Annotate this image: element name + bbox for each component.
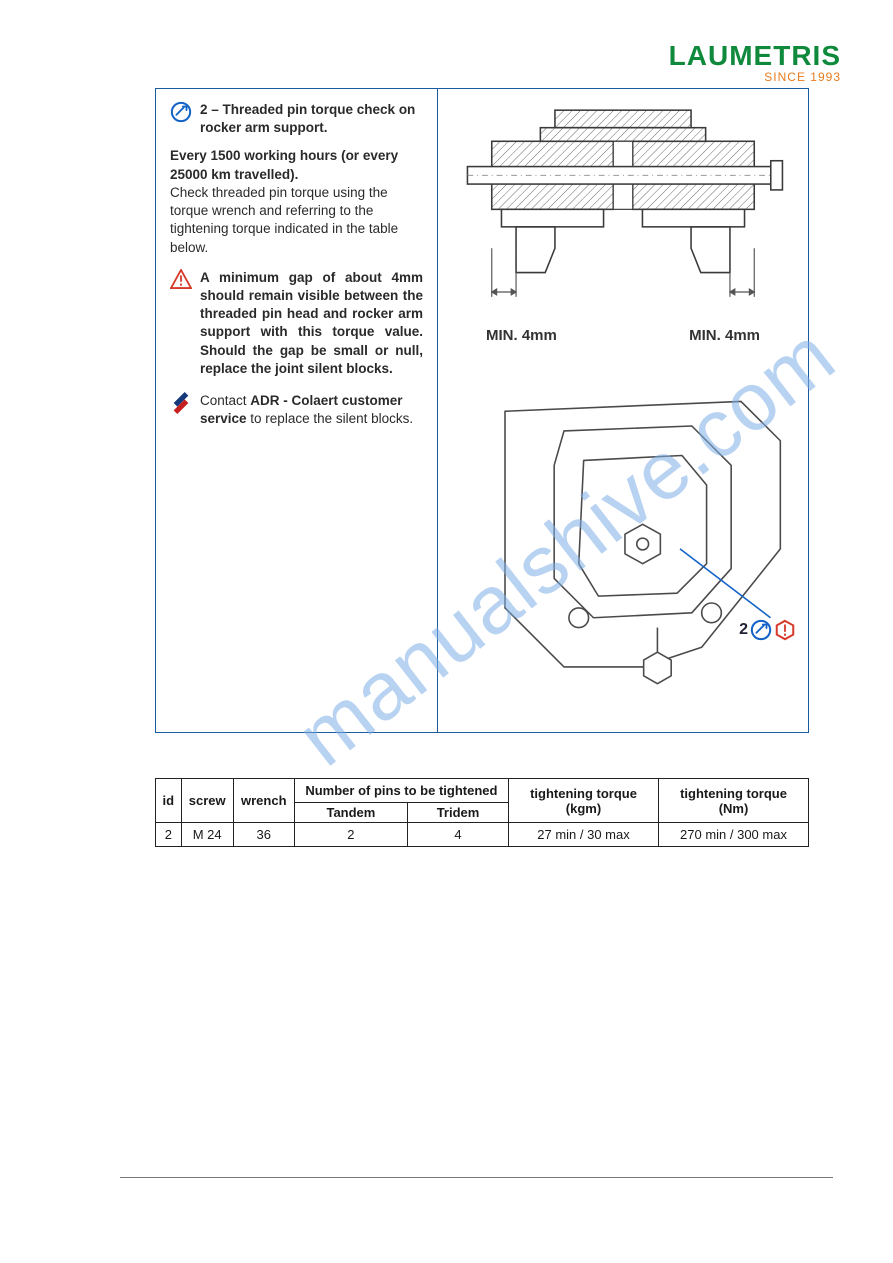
warning-icon bbox=[170, 269, 192, 289]
td-kgm: 27 min / 30 max bbox=[509, 823, 659, 847]
td-tandem: 2 bbox=[294, 823, 407, 847]
instruction-figure-box: 2 – Threaded pin torque check on rocker … bbox=[155, 88, 809, 733]
step-title-text: 2 – Threaded pin torque check on rocker … bbox=[200, 102, 415, 135]
table-row: 2 M 24 36 2 4 27 min / 30 max 270 min / … bbox=[156, 823, 809, 847]
footer-rule bbox=[120, 1177, 833, 1178]
warning-text: A minimum gap of about 4mm should remain… bbox=[200, 269, 423, 378]
instruction-text-column: 2 – Threaded pin torque check on rocker … bbox=[156, 89, 438, 732]
cross-section-diagram: MIN. 4mm MIN. 4mm bbox=[448, 99, 798, 344]
step-title: 2 – Threaded pin torque check on rocker … bbox=[200, 101, 423, 137]
brand-name: LAUMETRIS bbox=[669, 40, 841, 72]
tools-icon bbox=[170, 392, 192, 414]
min-gap-label-right: MIN. 4mm bbox=[689, 327, 760, 344]
contact-text: Contact ADR - Colaert customer service t… bbox=[200, 392, 423, 428]
interval-para: Every 1500 working hours (or every 25000… bbox=[170, 147, 423, 256]
th-pins-group: Number of pins to be tightened bbox=[294, 779, 508, 803]
diagram-callout: 2 bbox=[739, 619, 796, 641]
th-tridem: Tridem bbox=[408, 803, 509, 823]
brand-header: LAUMETRIS SINCE 1993 bbox=[669, 40, 841, 84]
th-tandem: Tandem bbox=[294, 803, 407, 823]
diagram-column: MIN. 4mm MIN. 4mm bbox=[438, 89, 808, 732]
th-torque-nm: tightening torque (Nm) bbox=[659, 779, 809, 823]
th-torque-kgm: tightening torque (kgm) bbox=[509, 779, 659, 823]
brand-tagline: SINCE 1993 bbox=[669, 70, 841, 84]
th-id: id bbox=[156, 779, 182, 823]
th-screw: screw bbox=[181, 779, 233, 823]
isometric-diagram: 2 bbox=[446, 364, 800, 724]
td-screw: M 24 bbox=[181, 823, 233, 847]
torque-check-icon bbox=[170, 101, 192, 123]
td-tridem: 4 bbox=[408, 823, 509, 847]
td-id: 2 bbox=[156, 823, 182, 847]
callout-number: 2 bbox=[739, 621, 748, 639]
torque-table: id screw wrench Number of pins to be tig… bbox=[155, 778, 809, 847]
min-gap-label-left: MIN. 4mm bbox=[486, 327, 557, 344]
td-nm: 270 min / 300 max bbox=[659, 823, 809, 847]
interval-body: Check threaded pin torque using the torq… bbox=[170, 185, 398, 255]
td-wrench: 36 bbox=[233, 823, 294, 847]
th-wrench: wrench bbox=[233, 779, 294, 823]
interval-heading: Every 1500 working hours (or every 25000… bbox=[170, 148, 398, 181]
caution-icon bbox=[774, 619, 796, 641]
torque-check-icon bbox=[750, 619, 772, 641]
